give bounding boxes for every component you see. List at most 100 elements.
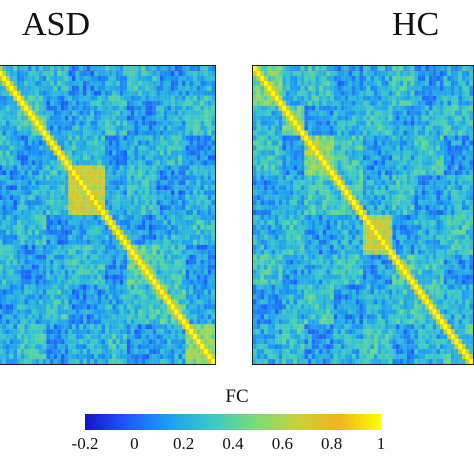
heatmap-cell	[28, 75, 32, 81]
heatmap-cell	[72, 80, 76, 86]
heatmap-cell	[35, 339, 40, 345]
heatmap-cell	[123, 205, 128, 211]
heatmap-cell	[432, 145, 437, 151]
heatmap-cell	[256, 150, 261, 156]
heatmap-cell	[256, 80, 261, 86]
heatmap-cell	[141, 125, 146, 131]
heatmap-cell	[160, 150, 164, 156]
heatmap-cell	[13, 95, 18, 101]
heatmap-cell	[138, 294, 142, 300]
heatmap-cell	[13, 239, 18, 245]
heatmap-cell	[112, 210, 117, 216]
heatmap-cell	[286, 160, 290, 166]
heatmap-cell	[388, 130, 393, 136]
heatmap-cell	[134, 120, 139, 126]
heatmap-cell	[200, 344, 205, 350]
heatmap-cell	[304, 115, 309, 121]
heatmap-cell	[53, 354, 58, 360]
heatmap-cell	[275, 145, 279, 151]
heatmap-cell	[469, 155, 473, 161]
heatmap-cell	[469, 80, 473, 86]
heatmap-cell	[64, 205, 69, 211]
heatmap-cell	[407, 125, 411, 131]
heatmap-cell	[68, 170, 73, 176]
heatmap-cell	[304, 145, 309, 151]
heatmap-cell	[83, 234, 87, 240]
heatmap-cell	[196, 125, 201, 131]
heatmap-cell	[355, 145, 360, 151]
heatmap-cell	[31, 190, 36, 196]
heatmap-cell	[123, 75, 128, 81]
heatmap-cell	[182, 244, 186, 250]
heatmap-cell	[363, 135, 367, 141]
heatmap-cell	[83, 309, 87, 315]
heatmap-cell	[138, 190, 142, 196]
heatmap-cell	[79, 219, 84, 226]
heatmap-cell	[64, 274, 69, 280]
heatmap-cell	[355, 120, 360, 126]
heatmap-cell	[399, 150, 404, 156]
heatmap-cell	[116, 269, 120, 275]
heatmap-cell	[282, 80, 287, 86]
heatmap-cell	[377, 150, 382, 156]
heatmap-cell	[429, 66, 433, 72]
heatmap-cell	[152, 349, 157, 355]
heatmap-cell	[97, 219, 102, 226]
heatmap-cell	[112, 105, 117, 111]
heatmap-cell	[432, 80, 437, 86]
heatmap-cell	[193, 249, 197, 255]
heatmap-cell	[50, 66, 54, 72]
heatmap-cell	[458, 85, 463, 91]
heatmap-cell	[94, 215, 98, 221]
heatmap-cell	[83, 75, 87, 81]
heatmap-cell	[352, 150, 356, 156]
heatmap-cell	[83, 244, 87, 250]
heatmap-cell	[39, 299, 43, 305]
heatmap-cell	[275, 155, 279, 161]
heatmap-cell	[207, 244, 212, 250]
heatmap-cell	[72, 319, 76, 325]
heatmap-cell	[86, 105, 91, 111]
heatmap-cell	[72, 185, 76, 191]
heatmap-cell	[300, 110, 305, 116]
heatmap-cell	[156, 105, 161, 111]
heatmap-cell	[204, 185, 208, 191]
heatmap-cell	[185, 140, 190, 146]
heatmap-cell	[322, 80, 327, 86]
heatmap-cell	[337, 105, 342, 111]
heatmap-cell	[39, 254, 43, 260]
heatmap-cell	[9, 239, 14, 245]
heatmap-cell	[105, 180, 109, 186]
heatmap-cell	[17, 175, 21, 181]
heatmap-cell	[267, 150, 272, 156]
heatmap-cell	[253, 180, 257, 186]
heatmap-cell	[465, 135, 470, 141]
heatmap-cell	[108, 274, 113, 280]
heatmap-cell	[207, 140, 212, 146]
heatmap-cell	[297, 125, 301, 131]
heatmap-cell	[39, 130, 43, 136]
heatmap-cell	[304, 130, 309, 136]
heatmap-cell	[366, 75, 371, 81]
heatmap-cell	[156, 339, 161, 345]
heatmap-cell	[57, 264, 62, 270]
heatmap-cell	[24, 125, 29, 131]
heatmap-cell	[196, 75, 201, 81]
heatmap-cell	[366, 155, 371, 161]
heatmap-cell	[297, 175, 301, 181]
heatmap-cell	[6, 205, 10, 211]
heatmap-cell	[50, 229, 54, 235]
heatmap-cell	[399, 140, 404, 146]
heatmap-cell	[458, 165, 463, 171]
heatmap-cell	[17, 100, 21, 106]
heatmap-cell	[182, 75, 186, 81]
heatmap-cell	[75, 239, 80, 245]
heatmap-cell	[64, 170, 69, 176]
heatmap-cell	[392, 170, 397, 176]
heatmap-cell	[97, 135, 102, 141]
heatmap-cell	[50, 354, 54, 360]
heatmap-cell	[134, 309, 139, 315]
heatmap-cell	[20, 339, 25, 345]
heatmap-cell	[337, 90, 342, 96]
heatmap-cell	[134, 85, 139, 91]
